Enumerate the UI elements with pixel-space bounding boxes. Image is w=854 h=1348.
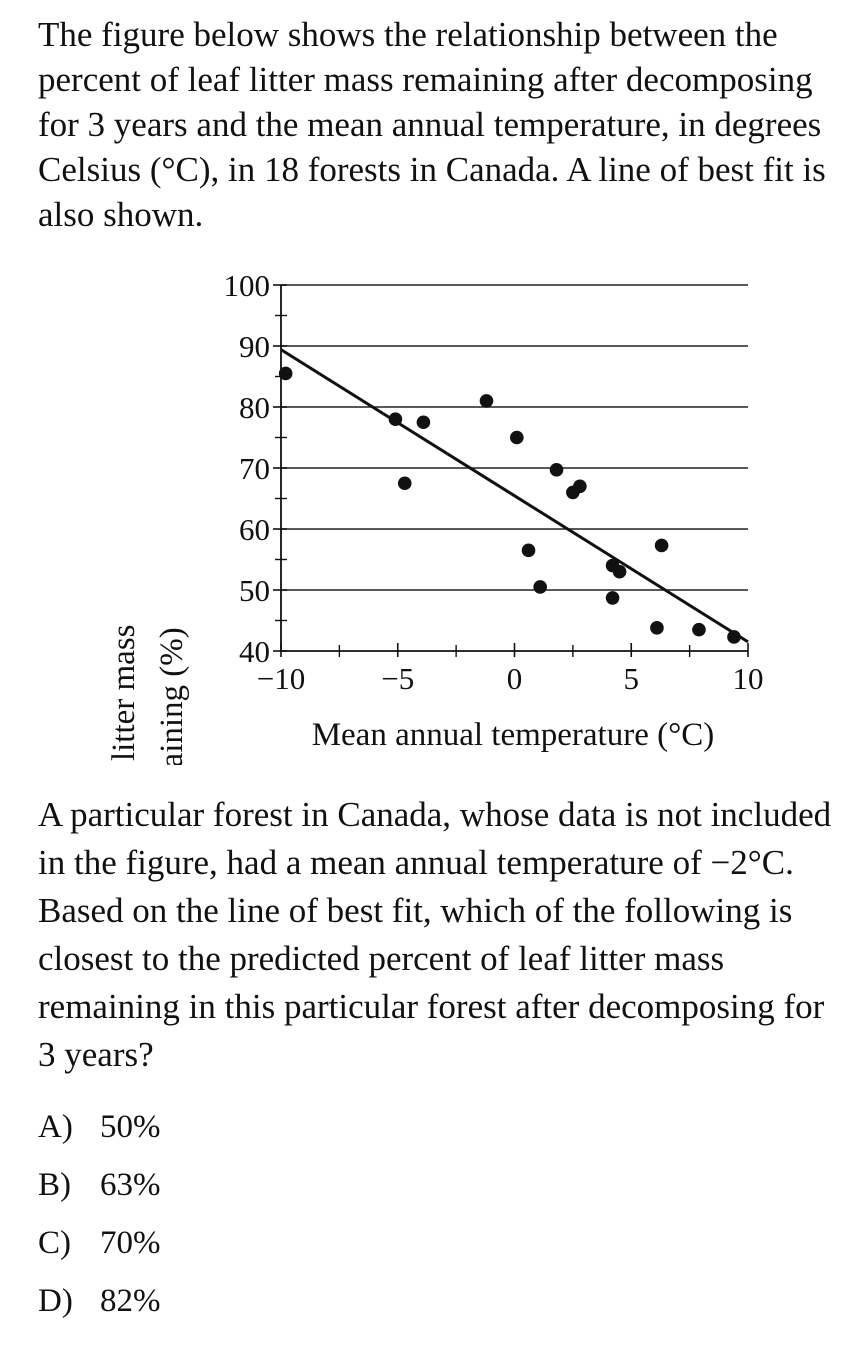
x-axis-label: Mean annual temperature (°C) xyxy=(312,717,715,753)
answer-choice-c[interactable]: C) 70% xyxy=(38,1214,161,1272)
data-point-10 xyxy=(573,479,587,494)
data-point-16 xyxy=(692,622,706,637)
y-tick-label-3: 70 xyxy=(239,451,270,486)
best-fit-line xyxy=(280,348,749,644)
scatter-chart: 40 50 60 70 80 90 100 −10 −5 0 5 10 Mean annual tem… xyxy=(0,255,854,765)
data-point-6 xyxy=(521,543,536,558)
x-tick-label-3: 5 xyxy=(624,661,640,696)
answer-choices: A) 50% B) 63% C) 70% D) 82% xyxy=(38,1098,161,1330)
data-point-3 xyxy=(416,415,431,430)
data-points xyxy=(278,366,741,644)
data-point-13 xyxy=(612,564,627,579)
y-axis-label-line-1: Leaf litter mass xyxy=(106,624,142,765)
chart-ticks xyxy=(273,284,749,657)
question-stem: The figure below shows the relationship … xyxy=(38,15,826,234)
data-point-1 xyxy=(388,412,403,426)
choice-text: 50% xyxy=(100,1108,161,1145)
choice-letter: C) xyxy=(38,1224,71,1261)
question-prompt: A particular forest in Canada, whose dat… xyxy=(38,795,832,1074)
x-tick-label-1: −5 xyxy=(381,661,414,696)
answer-choice-a[interactable]: A) 50% xyxy=(38,1098,161,1156)
y-axis-label: Leaf litter mass remaining (%) xyxy=(106,616,190,765)
best-fit-layer xyxy=(280,348,749,644)
chart-canvas: 40 50 60 70 80 90 100 −10 −5 0 5 10 Mean annual tem… xyxy=(106,268,764,765)
answer-choice-b[interactable]: B) 63% xyxy=(38,1156,161,1214)
choice-letter: D) xyxy=(38,1282,73,1319)
choice-letter: A) xyxy=(38,1108,73,1145)
data-point-12 xyxy=(605,591,620,605)
data-point-8 xyxy=(549,463,564,477)
data-point-15 xyxy=(654,538,669,553)
x-tick-label-4: 10 xyxy=(733,661,764,696)
data-point-17 xyxy=(727,630,741,644)
data-point-14 xyxy=(650,621,664,635)
chart-tick-labels: 40 50 60 70 80 90 100 −10 −5 0 5 10 xyxy=(224,268,764,696)
data-point-4 xyxy=(479,394,494,408)
data-point-5 xyxy=(510,430,524,445)
x-tick-label-2: 0 xyxy=(507,661,523,696)
y-tick-label-5: 90 xyxy=(239,329,270,364)
y-tick-label-6: 100 xyxy=(224,268,271,303)
answer-choice-d[interactable]: D) 82% xyxy=(38,1272,161,1330)
y-axis-label-line-2: remaining (%) xyxy=(154,627,190,765)
y-tick-label-1: 50 xyxy=(239,573,270,608)
choice-text: 63% xyxy=(100,1166,161,1203)
y-tick-label-2: 60 xyxy=(239,512,270,547)
data-point-2 xyxy=(397,476,412,491)
data-point-7 xyxy=(533,580,547,594)
x-tick-label-0: −10 xyxy=(257,661,305,696)
y-tick-label-0: 40 xyxy=(239,634,270,669)
y-tick-label-4: 80 xyxy=(239,390,270,425)
data-point-0 xyxy=(278,366,293,381)
choice-letter: B) xyxy=(38,1166,71,1203)
choice-text: 82% xyxy=(100,1282,161,1319)
choice-text: 70% xyxy=(100,1224,161,1261)
chart-gridlines xyxy=(281,284,748,591)
